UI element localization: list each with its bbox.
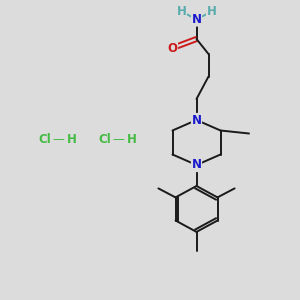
- Text: —: —: [112, 133, 124, 146]
- Text: Cl: Cl: [39, 133, 51, 146]
- Text: —: —: [52, 133, 64, 146]
- Text: H: H: [127, 133, 137, 146]
- Text: N: N: [191, 158, 202, 172]
- Text: O: O: [167, 41, 178, 55]
- Text: H: H: [177, 5, 186, 18]
- Text: Cl: Cl: [99, 133, 111, 146]
- Text: H: H: [207, 5, 216, 18]
- Text: N: N: [191, 113, 202, 127]
- Text: N: N: [191, 13, 202, 26]
- Text: H: H: [67, 133, 77, 146]
